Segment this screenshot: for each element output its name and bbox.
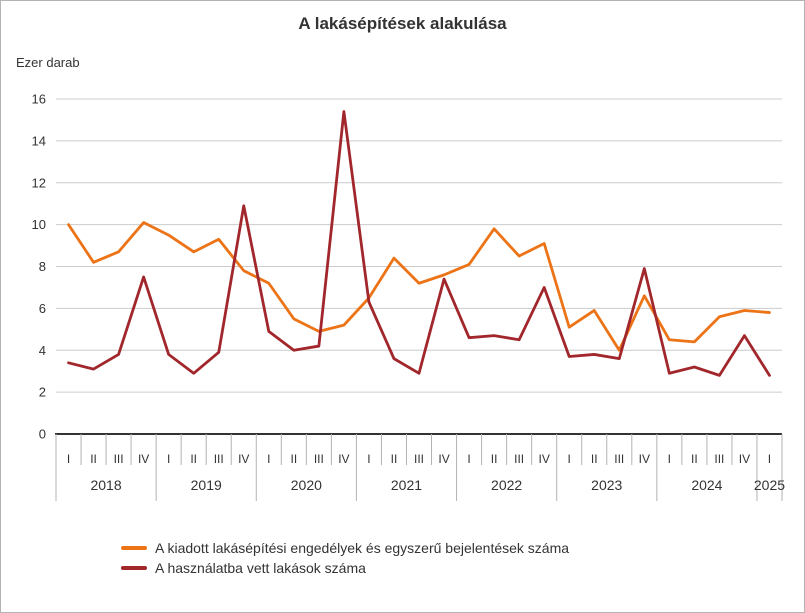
legend-swatch-permits	[121, 546, 147, 550]
quarter-label: II	[290, 452, 297, 466]
quarter-label: III	[614, 452, 624, 466]
chart-legend: A kiadott lakásépítési engedélyek és egy…	[121, 539, 569, 577]
quarter-label: II	[691, 452, 698, 466]
quarter-label: III	[314, 452, 324, 466]
quarter-label: III	[114, 452, 124, 466]
quarter-label: I	[367, 452, 370, 466]
y-axis-tick-label: 2	[39, 385, 46, 400]
year-label: 2022	[491, 477, 522, 493]
quarter-label: II	[591, 452, 598, 466]
quarter-label: II	[190, 452, 197, 466]
quarter-label: IV	[539, 452, 550, 466]
legend-swatch-completions	[121, 566, 147, 570]
quarter-label: I	[668, 452, 671, 466]
quarter-label: IV	[639, 452, 650, 466]
quarter-label: II	[391, 452, 398, 466]
y-axis-tick-label: 8	[39, 259, 46, 274]
year-label: 2025	[754, 477, 785, 493]
quarter-label: I	[467, 452, 470, 466]
quarter-label: III	[414, 452, 424, 466]
legend-item-permits: A kiadott lakásépítési engedélyek és egy…	[121, 539, 569, 557]
quarter-label: IV	[739, 452, 750, 466]
quarter-label: IV	[338, 452, 349, 466]
chart-title: A lakásépítések alakulása	[298, 14, 507, 33]
y-axis-unit-label: Ezer darab	[16, 55, 80, 70]
y-axis-tick-label: 16	[32, 92, 46, 107]
y-axis-tick-label: 14	[32, 133, 46, 148]
quarter-label: II	[90, 452, 97, 466]
year-label: 2024	[691, 477, 722, 493]
quarter-label: IV	[138, 452, 149, 466]
quarter-label: III	[514, 452, 524, 466]
quarter-label: I	[267, 452, 270, 466]
quarter-label: I	[768, 452, 771, 466]
year-label: 2023	[591, 477, 622, 493]
y-axis-tick-label: 12	[32, 175, 46, 190]
quarter-label: I	[568, 452, 571, 466]
year-label: 2018	[90, 477, 121, 493]
quarter-label: III	[214, 452, 224, 466]
quarter-label: II	[491, 452, 498, 466]
year-label: 2021	[391, 477, 422, 493]
permits-line	[67, 221, 771, 352]
quarter-label: IV	[438, 452, 449, 466]
year-label: 2020	[291, 477, 322, 493]
completions-line	[67, 110, 771, 377]
quarter-label: I	[67, 452, 70, 466]
legend-label-permits: A kiadott lakásépítési engedélyek és egy…	[155, 540, 570, 556]
legend-item-completions: A használatba vett lakások száma	[121, 559, 569, 577]
y-axis-tick-label: 0	[39, 427, 46, 442]
quarter-label: III	[714, 452, 724, 466]
year-label: 2019	[191, 477, 222, 493]
quarter-label: I	[167, 452, 170, 466]
y-axis-tick-label: 10	[32, 217, 46, 232]
legend-label-completions: A használatba vett lakások száma	[155, 560, 366, 576]
y-axis-tick-label: 6	[39, 301, 46, 316]
quarter-label: IV	[238, 452, 249, 466]
y-axis-tick-label: 4	[39, 343, 46, 358]
